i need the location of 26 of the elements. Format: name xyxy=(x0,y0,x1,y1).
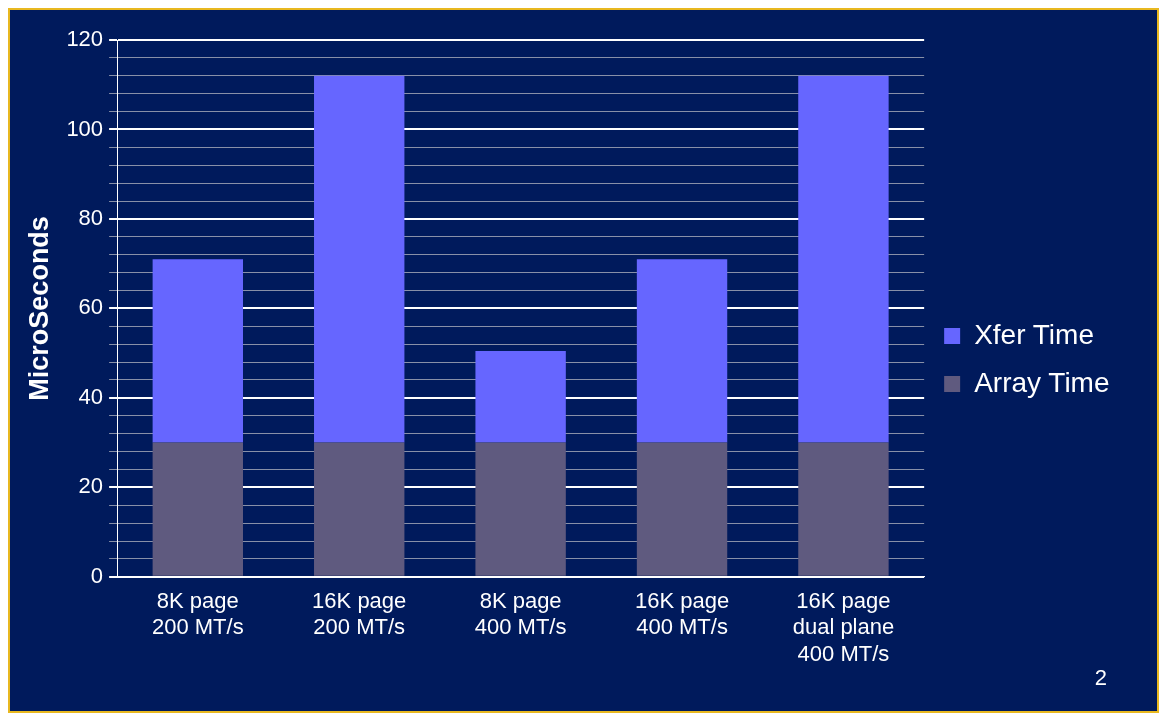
bar xyxy=(152,259,243,443)
x-tick-label: 16K page dual plane 400 MT/s xyxy=(792,588,895,666)
bar xyxy=(314,442,405,576)
bar xyxy=(636,442,728,576)
x-tick-label: 8K page 200 MT/s xyxy=(151,588,244,640)
bar xyxy=(152,442,243,576)
x-tick-label: 16K page 200 MT/s xyxy=(312,588,407,640)
bar xyxy=(636,259,728,443)
legend-label: Array Time xyxy=(974,366,1110,398)
y-tick-label: 20 xyxy=(78,473,104,499)
y-tick-label: 0 xyxy=(90,562,104,588)
bar xyxy=(314,75,405,443)
x-tick-label: 8K page 400 MT/s xyxy=(474,588,567,640)
text: 2 xyxy=(1094,665,1107,691)
y-tick-label: 40 xyxy=(78,383,104,409)
y-tick-label: 60 xyxy=(78,294,104,320)
bar xyxy=(475,350,566,443)
y-axis-title: MicroSeconds xyxy=(23,216,54,401)
bar xyxy=(798,75,889,443)
bar xyxy=(798,442,889,576)
legend-label: Xfer Time xyxy=(974,318,1094,350)
y-tick-label: 120 xyxy=(66,26,104,52)
x-tick-label: 16K page 400 MT/s xyxy=(634,588,730,640)
y-tick-label: 100 xyxy=(66,115,104,141)
y-tick-label: 80 xyxy=(78,205,104,230)
bar xyxy=(475,442,566,576)
